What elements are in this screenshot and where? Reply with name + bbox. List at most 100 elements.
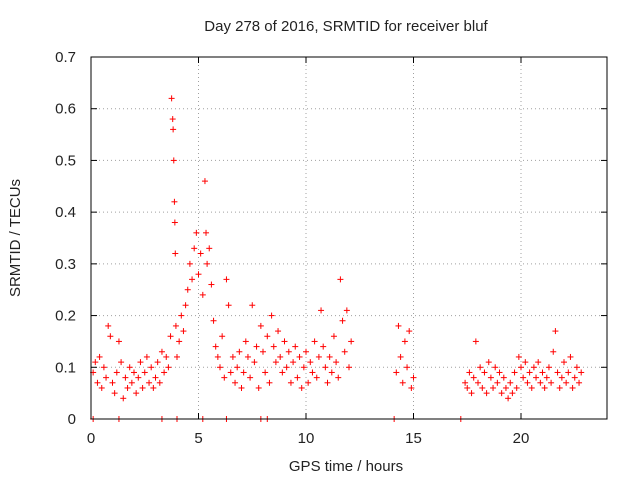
data-point [528,384,535,391]
data-point [464,384,471,391]
data-point [462,379,469,386]
data-point [303,348,309,355]
data-point [468,390,475,397]
data-point [148,364,155,371]
data-point [143,353,150,360]
data-point [283,364,290,371]
data-point [170,157,177,164]
data-point [483,390,490,397]
data-point [395,322,402,329]
data-point [541,384,548,391]
data-point [107,333,114,340]
data-point [221,374,228,381]
data-point [556,384,563,391]
data-point [481,369,488,376]
data-point [203,229,210,236]
chart-title: Day 278 of 2016, SRMTID for receiver blu… [204,18,488,35]
y-tick-label: 0.7 [55,49,76,66]
x-tick-label: 20 [513,430,530,447]
data-point [236,348,243,355]
data-point [244,353,251,360]
data-point [324,379,331,386]
data-point [569,384,576,391]
data-point [154,359,161,366]
data-point [554,369,561,376]
data-point [561,359,567,366]
data-point [535,359,542,366]
data-point [115,338,122,345]
data-point [223,276,230,283]
data-point [163,353,170,360]
data-point [285,348,292,355]
data-point [485,359,492,366]
data-point [240,369,247,376]
data-point [92,359,99,366]
data-point [247,374,254,381]
data-point [277,353,284,360]
data-point [341,348,348,355]
data-point [393,369,400,376]
data-point [272,359,279,366]
data-point [178,312,185,319]
data-point [195,271,202,278]
data-point [300,364,307,371]
data-point [320,343,327,350]
data-point [537,379,544,386]
data-point [330,333,337,340]
data-point [479,384,486,391]
data-point [571,374,578,381]
data-point [565,369,572,376]
data-point [313,374,320,381]
data-point [318,307,325,314]
data-point [201,178,208,185]
data-point [500,374,507,381]
data-point [264,333,271,340]
data-point [287,379,294,386]
data-point [410,374,417,381]
data-point [135,374,142,381]
data-point [268,312,275,319]
data-point [309,369,316,376]
y-tick-label: 0.3 [55,256,76,273]
data-point [496,369,503,376]
data-point [150,384,157,391]
data-point [131,369,137,376]
data-point [176,338,183,345]
data-point [214,353,221,360]
data-point [322,364,329,371]
data-point [169,116,176,123]
data-point [172,322,179,329]
y-tick-label: 0.5 [55,152,76,169]
data-point [275,328,282,335]
data-point [137,359,144,366]
y-tick-label: 0.6 [55,101,76,118]
data-point [174,353,180,360]
data-point [227,369,234,376]
plot-frame [90,56,608,420]
data-point [502,384,509,391]
data-point [152,374,159,381]
data-point [401,338,408,345]
data-point [305,379,312,386]
x-tick-label: 0 [87,430,95,447]
data-point [567,353,574,360]
data-point [296,353,303,360]
data-point [257,322,264,329]
data-point [193,229,200,236]
data-point [98,384,105,391]
data-point [292,343,299,350]
data-point [576,379,583,386]
data-point [550,348,557,355]
data-point [578,369,585,376]
data-point [279,369,286,376]
data-point [217,364,223,371]
data-point [109,379,116,386]
data-point [326,353,333,360]
data-point [311,338,318,345]
data-point [543,374,550,381]
data-point [533,374,540,381]
data-point [118,359,125,366]
data-point [397,353,404,360]
